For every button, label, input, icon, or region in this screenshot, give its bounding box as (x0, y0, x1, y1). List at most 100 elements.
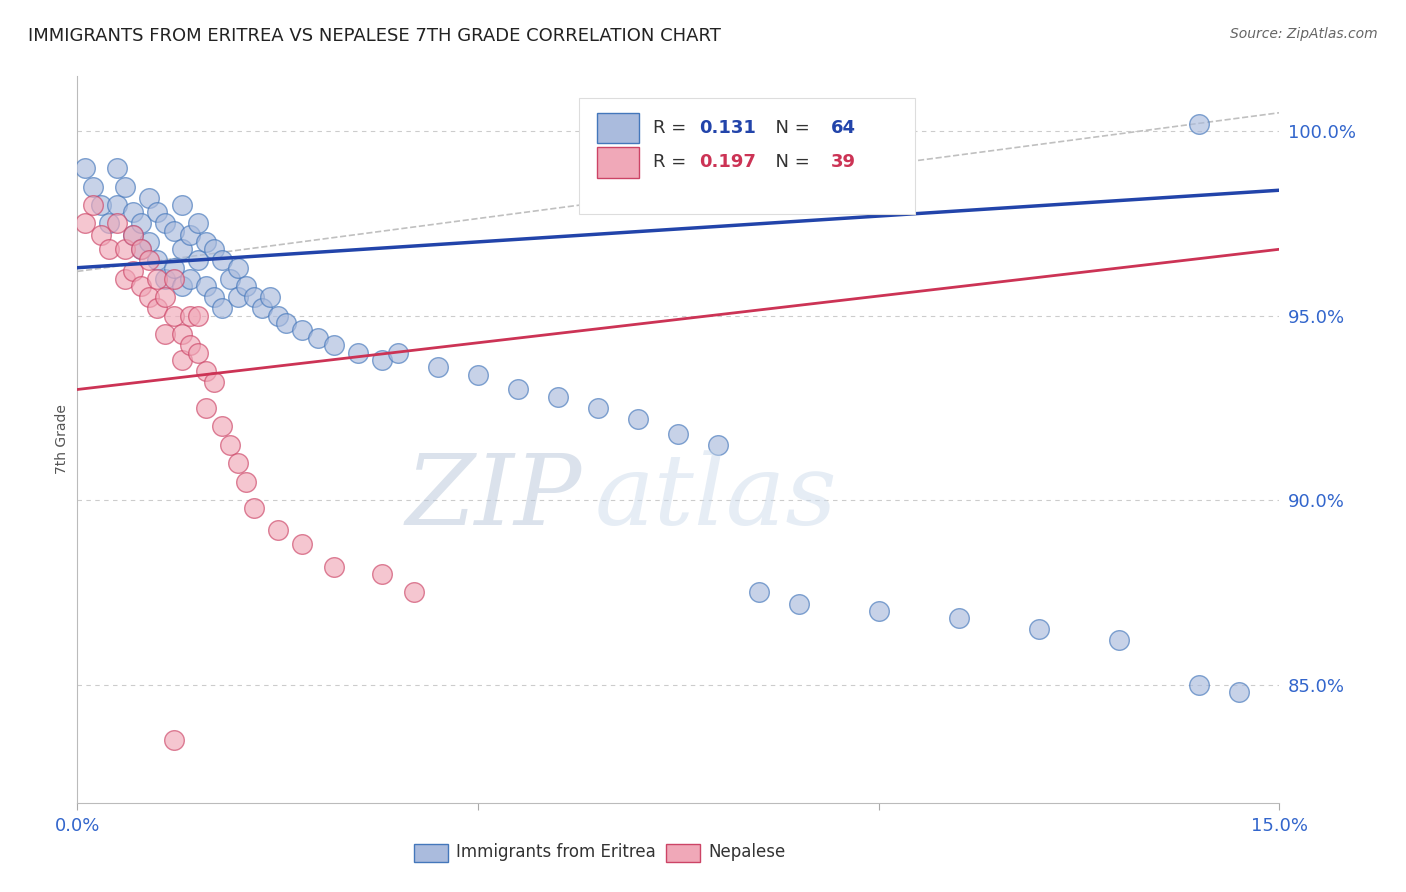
Text: 0.131: 0.131 (699, 120, 755, 137)
Point (179, 309, 201, 323)
Point (267, 523, 290, 537)
Point (371, 567, 394, 582)
Point (114, 179, 136, 194)
Point (242, 290, 264, 304)
Point (387, 345, 409, 359)
Point (170, 279, 193, 293)
Point (131, 242, 153, 256)
Point (170, 242, 193, 256)
Point (218, 438, 240, 452)
Point (75, 216, 97, 230)
Point (146, 253, 169, 268)
Point (467, 368, 489, 382)
Point (170, 198, 193, 212)
Point (107, 161, 129, 175)
Point (114, 272, 136, 286)
Point (138, 235, 160, 249)
Point (98, 242, 121, 256)
Point (218, 272, 240, 286)
Point (155, 290, 177, 304)
Point (122, 264, 145, 278)
Point (347, 345, 370, 359)
Point (146, 272, 169, 286)
Point (162, 309, 184, 323)
Point (627, 412, 650, 426)
Bar (413, 844, 447, 863)
Point (307, 331, 329, 345)
Text: 39: 39 (831, 153, 856, 171)
Point (146, 301, 169, 316)
Point (170, 327, 193, 342)
Text: ZIP: ZIP (406, 450, 582, 545)
Point (1229, 685, 1251, 699)
Point (194, 401, 217, 415)
Text: R =: R = (654, 153, 692, 171)
Text: R =: R = (654, 120, 692, 137)
Y-axis label: 7th Grade: 7th Grade (55, 404, 69, 475)
Point (250, 301, 273, 316)
Text: IMMIGRANTS FROM ERITREA VS NEPALESE 7TH GRADE CORRELATION CHART: IMMIGRANTS FROM ERITREA VS NEPALESE 7TH … (28, 27, 721, 45)
Point (194, 235, 217, 249)
Point (267, 309, 290, 323)
Bar (666, 844, 700, 863)
Point (211, 419, 233, 434)
Point (146, 205, 169, 219)
Point (162, 224, 184, 238)
Point (948, 611, 970, 625)
Point (155, 216, 177, 230)
Point (90, 227, 112, 242)
Point (179, 272, 201, 286)
Point (748, 585, 770, 599)
Point (186, 216, 209, 230)
Point (162, 272, 184, 286)
Text: Immigrants from Eritrea: Immigrants from Eritrea (456, 843, 655, 862)
Bar (596, 147, 638, 178)
Point (131, 279, 153, 293)
Point (179, 338, 201, 352)
Point (155, 327, 177, 342)
Point (588, 401, 610, 415)
Text: 0.197: 0.197 (699, 153, 755, 171)
Point (242, 500, 264, 515)
Point (107, 216, 129, 230)
Point (114, 242, 136, 256)
Point (1188, 678, 1211, 692)
Point (235, 475, 257, 489)
Point (787, 597, 810, 611)
Point (322, 559, 344, 574)
Point (82, 179, 104, 194)
Point (274, 316, 297, 330)
Point (226, 290, 249, 304)
Point (211, 253, 233, 268)
Bar (596, 113, 638, 144)
Point (194, 364, 217, 378)
Point (75, 161, 97, 175)
Point (1108, 633, 1130, 648)
Point (322, 338, 344, 352)
Point (202, 290, 225, 304)
Point (186, 309, 209, 323)
Point (202, 375, 225, 389)
Point (194, 279, 217, 293)
Point (427, 360, 450, 375)
Text: N =: N = (763, 120, 815, 137)
FancyBboxPatch shape (579, 97, 915, 214)
Point (170, 353, 193, 368)
Point (131, 242, 153, 256)
Point (107, 198, 129, 212)
Point (186, 345, 209, 359)
Point (235, 279, 257, 293)
Point (179, 227, 201, 242)
Point (668, 426, 690, 441)
Point (155, 272, 177, 286)
Point (371, 353, 394, 368)
Point (508, 383, 530, 397)
Point (162, 733, 184, 747)
Point (122, 227, 145, 242)
Point (402, 585, 425, 599)
Point (868, 604, 890, 618)
Point (1028, 623, 1050, 637)
Point (162, 260, 184, 275)
Point (82, 198, 104, 212)
Point (259, 290, 281, 304)
